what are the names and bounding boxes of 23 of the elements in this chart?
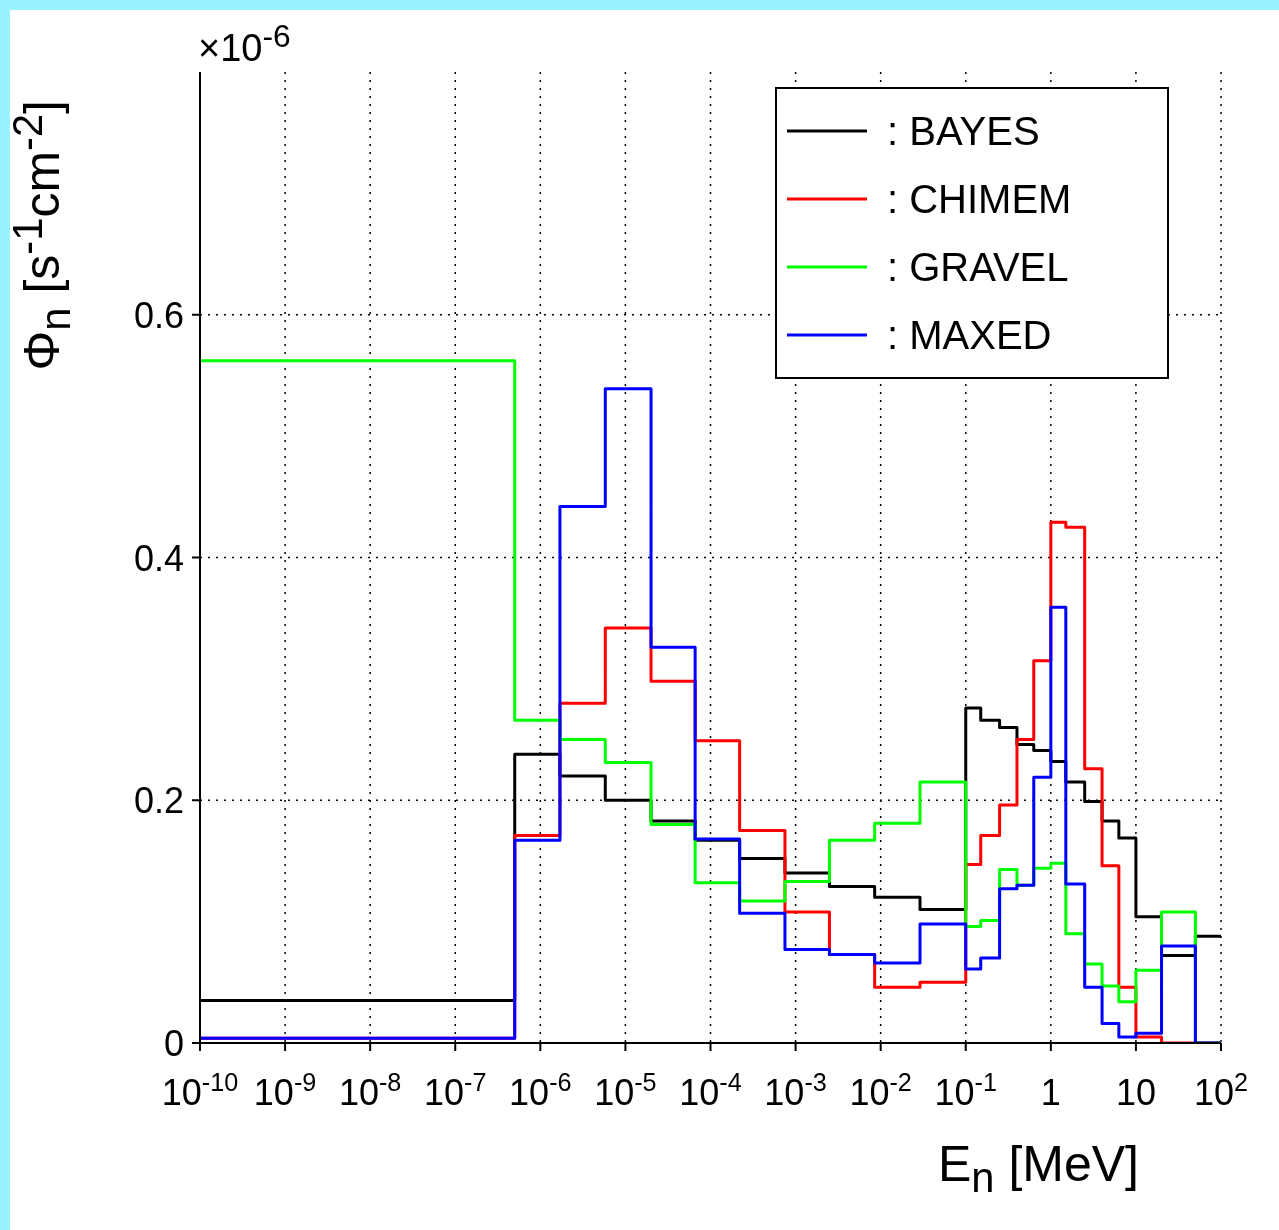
y-tick-label: 0.6 [133, 294, 184, 336]
legend-label: : GRAVEL [887, 244, 1069, 290]
x-tick-label: 10 [1115, 1072, 1156, 1113]
x-tick-label: 10$^{-8}$ [338, 1068, 402, 1113]
x-tick-label: 10$^{-3}$ [764, 1068, 827, 1113]
y-tick-label: 0.2 [133, 780, 184, 822]
x-tick-label: 10$^{-4}$ [679, 1068, 742, 1113]
x-tick-label: 10$^{2}$ [1193, 1068, 1249, 1113]
x-axis-title: E$_{n}$ [MeV] [937, 1135, 1139, 1202]
x-tick-label: 10$^{-6}$ [509, 1068, 572, 1113]
x-tick-label: 10$^{-10}$ [161, 1068, 239, 1113]
x-tick-label: 10$^{-9}$ [253, 1068, 317, 1113]
x-tick-label: 10$^{-7}$ [424, 1068, 487, 1113]
x-tick-label: 10$^{-5}$ [594, 1068, 657, 1113]
y-tick-label: 0.4 [133, 537, 184, 579]
x-tick-label: 10$^{-2}$ [849, 1068, 912, 1113]
y-tick-label: 0 [163, 1023, 184, 1064]
legend-label: : MAXED [887, 312, 1052, 358]
x-tick-label: 10$^{-1}$ [934, 1068, 997, 1113]
legend-label: : BAYES [887, 108, 1040, 154]
legend-label: : CHIMEM [887, 176, 1072, 222]
x-tick-label: 1 [1040, 1072, 1061, 1113]
text: ×10$^{-6}$ [198, 18, 291, 70]
